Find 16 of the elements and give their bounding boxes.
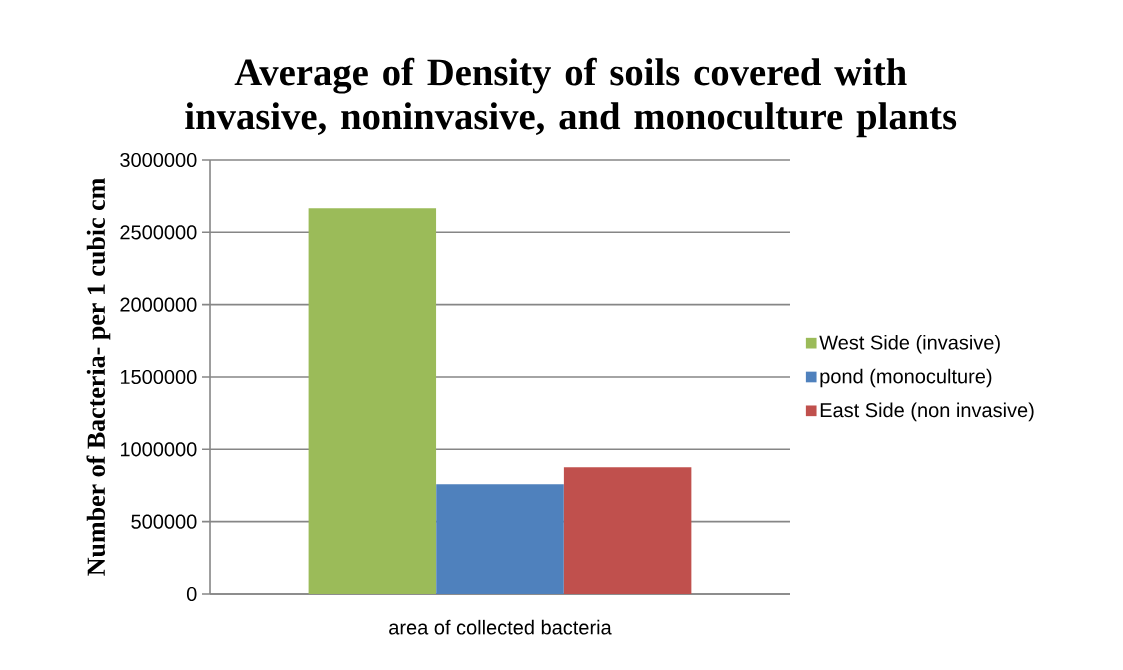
bar: [308, 208, 437, 594]
bar: [563, 467, 692, 594]
chart-title: Average of Density of soils covered with invasive, noninvasive, and monoculture plants: [185, 57, 957, 138]
y-tick-label: 2500000: [120, 225, 197, 240]
y-tick-label: 0: [186, 586, 197, 602]
legend-label: West Side (invasive): [819, 334, 1000, 354]
x-axis-title: area of collected bacteria: [389, 619, 612, 635]
y-tick-label: 1000000: [120, 442, 197, 457]
bar: [436, 484, 564, 594]
y-axis-title: Number of Bacteria- per 1 cubic cm: [86, 178, 111, 576]
legend-label: pond (monoculture): [820, 368, 992, 388]
y-tick-label: 500000: [131, 514, 197, 529]
legend-label: East Side (non invasive): [820, 402, 1034, 422]
y-tick-label: 2000000: [120, 297, 197, 312]
y-tick-label: 3000000: [120, 152, 197, 168]
y-tick-label: 1500000: [120, 369, 197, 385]
